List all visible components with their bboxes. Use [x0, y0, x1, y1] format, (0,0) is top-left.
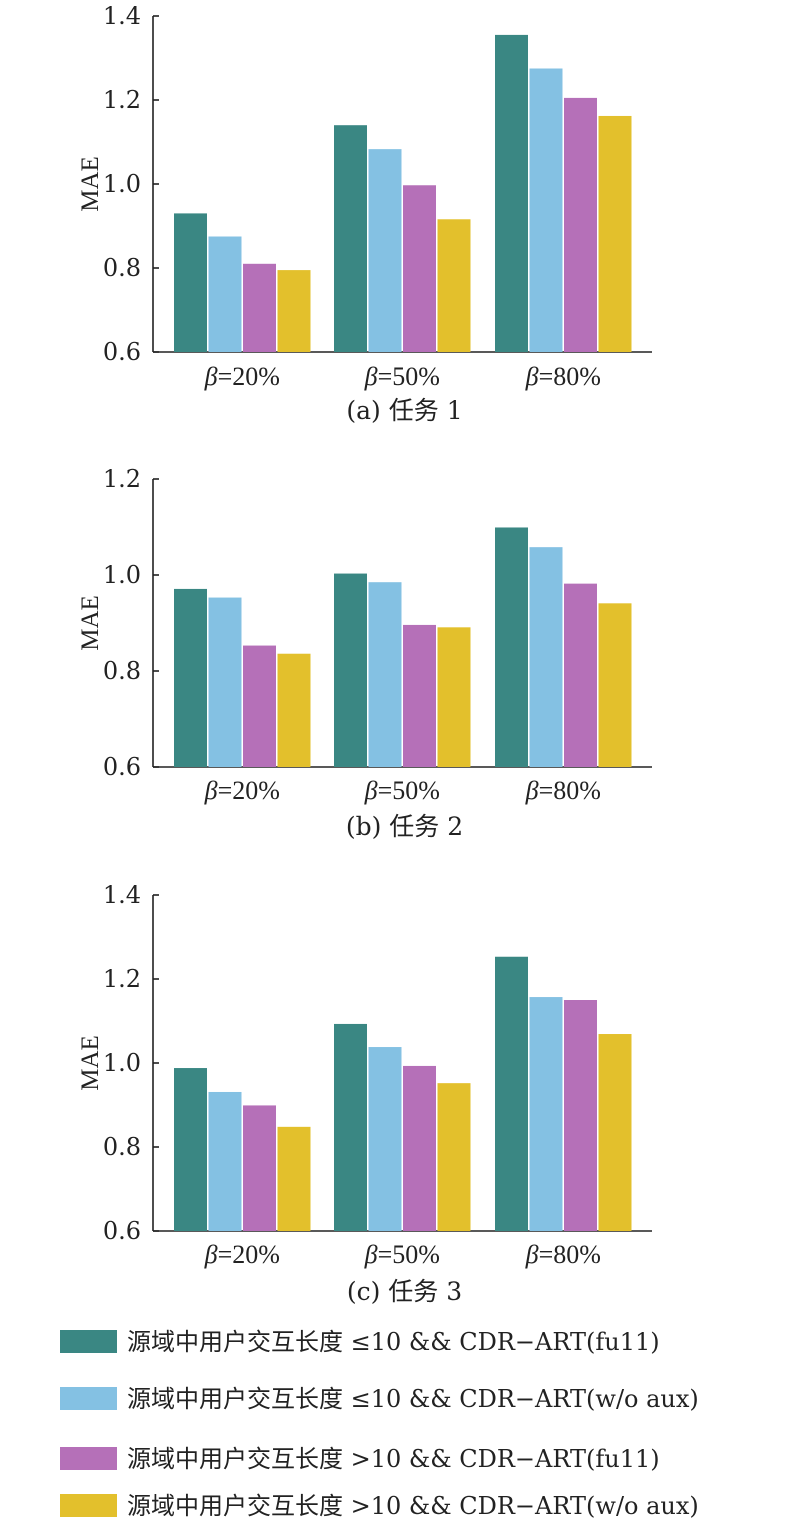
y-tick-label: 1.0: [103, 1049, 141, 1077]
bar-series-4-cat-1: [277, 270, 311, 352]
bar-series-4-cat-1: [277, 653, 311, 767]
y-tick-label: 1.2: [103, 965, 141, 993]
bar-series-1-cat-1: [174, 213, 207, 352]
bar-series-2-cat-3: [529, 997, 563, 1231]
x-tick-label: β=20%: [204, 362, 280, 391]
x-tick-value: =50%: [378, 1240, 440, 1269]
bar-series-1-cat-2: [334, 125, 367, 352]
y-tick-label: 1.2: [103, 86, 141, 114]
panel-caption: (c) 任务 3: [347, 1277, 462, 1306]
bar-series-3-cat-1: [243, 645, 276, 767]
y-tick-label: 0.8: [103, 1133, 141, 1161]
bar-series-4-cat-2: [437, 1083, 471, 1231]
beta-symbol: β: [364, 1240, 378, 1269]
x-tick-label: β=80%: [525, 776, 601, 805]
x-tick-value: =20%: [218, 362, 280, 391]
y-tick-label: 1.0: [103, 561, 141, 589]
bar-series-4-cat-3: [598, 115, 632, 353]
bar-series-1-cat-2: [334, 1023, 367, 1231]
beta-symbol: β: [204, 776, 218, 805]
legend-swatch-3: [60, 1447, 117, 1470]
bar-series-1-cat-1: [174, 588, 207, 767]
y-tick-label: 1.4: [103, 2, 141, 30]
beta-symbol: β: [364, 362, 378, 391]
x-tick-value: =20%: [218, 776, 280, 805]
x-tick-value: =80%: [539, 776, 601, 805]
legend-swatch-2: [60, 1387, 117, 1410]
y-tick-label: 0.8: [103, 254, 141, 282]
y-tick-label: 1.2: [103, 465, 141, 493]
bar-series-2-cat-1: [208, 597, 242, 767]
x-tick-value: =20%: [218, 1240, 280, 1269]
x-tick-value: =50%: [378, 776, 440, 805]
bar-series-1-cat-3: [495, 956, 528, 1231]
bar-series-1-cat-1: [174, 1068, 207, 1231]
bar-series-1-cat-2: [334, 573, 367, 767]
bar-series-1-cat-3: [495, 34, 528, 353]
bar-series-1-cat-3: [495, 527, 528, 767]
beta-symbol: β: [364, 776, 378, 805]
bar-series-2-cat-2: [368, 149, 402, 352]
x-tick-label: β=50%: [364, 1240, 440, 1269]
bar-series-2-cat-2: [368, 582, 402, 767]
beta-symbol: β: [525, 776, 539, 805]
bar-series-2-cat-3: [529, 547, 563, 767]
y-axis-label: MAE: [77, 156, 104, 212]
bar-series-4-cat-3: [598, 603, 632, 767]
x-tick-label: β=50%: [364, 362, 440, 391]
legend-swatch-1: [60, 1330, 117, 1353]
x-tick-label: β=20%: [204, 776, 280, 805]
bar-series-4-cat-3: [598, 1034, 632, 1231]
bar-series-3-cat-3: [564, 583, 597, 767]
x-tick-value: =80%: [539, 362, 601, 391]
y-tick-label: 0.6: [103, 338, 141, 366]
bar-series-3-cat-3: [564, 97, 597, 353]
beta-symbol: β: [204, 362, 218, 391]
x-tick-label: β=50%: [364, 776, 440, 805]
y-tick-label: 1.4: [103, 881, 141, 909]
y-tick-label: 1.0: [103, 170, 141, 198]
x-tick-label: β=80%: [525, 362, 601, 391]
bar-series-3-cat-3: [564, 1000, 597, 1231]
x-tick-value: =80%: [539, 1240, 601, 1269]
legend-label-4: 源域中用户交互长度 >10 && CDR−ART(w/o aux): [127, 1492, 699, 1520]
y-tick-label: 0.6: [103, 1217, 141, 1245]
y-axis-label: MAE: [77, 595, 104, 651]
beta-symbol: β: [525, 362, 539, 391]
bar-series-3-cat-2: [403, 624, 436, 767]
y-axis-label: MAE: [77, 1035, 104, 1091]
x-tick-value: =50%: [378, 362, 440, 391]
beta-symbol: β: [204, 1240, 218, 1269]
bar-series-2-cat-3: [529, 68, 563, 352]
x-tick-label: β=80%: [525, 1240, 601, 1269]
bar-series-2-cat-2: [368, 1047, 402, 1231]
y-tick-label: 0.6: [103, 753, 141, 781]
bar-series-2-cat-1: [208, 236, 242, 352]
legend-label-1: 源域中用户交互长度 ≤10 && CDR−ART(fu11): [127, 1328, 660, 1356]
panel-caption: (a) 任务 1: [346, 396, 462, 425]
bar-series-4-cat-1: [277, 1126, 311, 1231]
y-tick-label: 0.8: [103, 657, 141, 685]
bar-series-4-cat-2: [437, 627, 471, 767]
bar-series-3-cat-2: [403, 185, 436, 352]
legend: 源域中用户交互长度 ≤10 && CDR−ART(fu11) 源域中用户交互长度 …: [60, 1328, 699, 1520]
legend-swatch-4: [60, 1494, 117, 1517]
legend-label-2: 源域中用户交互长度 ≤10 && CDR−ART(w/o aux): [127, 1385, 699, 1413]
x-tick-label: β=20%: [204, 1240, 280, 1269]
bar-series-2-cat-1: [208, 1091, 242, 1231]
bar-series-3-cat-1: [243, 1105, 276, 1231]
bar-series-3-cat-2: [403, 1065, 436, 1231]
legend-label-3: 源域中用户交互长度 >10 && CDR−ART(fu11): [127, 1445, 660, 1473]
bar-series-3-cat-1: [243, 263, 276, 352]
bar-series-4-cat-2: [437, 219, 471, 352]
panel-caption: (b) 任务 2: [346, 812, 463, 841]
beta-symbol: β: [525, 1240, 539, 1269]
